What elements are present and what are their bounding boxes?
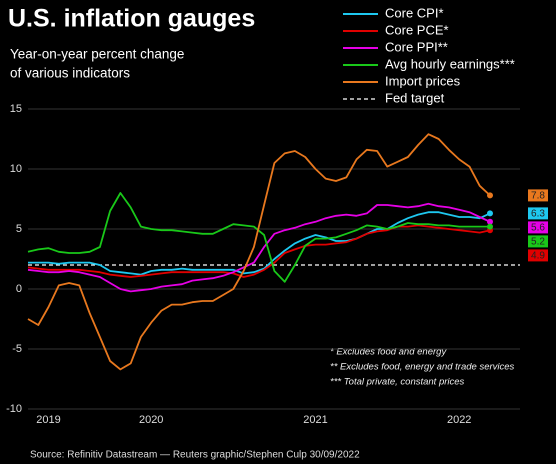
series-line (27, 133, 491, 371)
legend-label: Core PCE* (385, 22, 449, 37)
subtitle: of various indicators (10, 66, 130, 81)
series-line (27, 192, 490, 283)
end-dot (487, 218, 493, 225)
y-tick-label: 10 (10, 163, 22, 175)
end-label-box (528, 189, 548, 202)
x-tick-label: 2019 (36, 414, 60, 426)
legend-label: Core PPI** (385, 39, 448, 54)
end-label: 5.2 (531, 237, 545, 248)
legend-label: Import prices (385, 73, 461, 88)
note: ** Excludes food, energy and trade servi… (330, 362, 515, 373)
legend-label: Core CPI* (385, 5, 444, 20)
chart-title: U.S. inflation gauges (8, 5, 255, 33)
end-label: 6.3 (531, 209, 545, 220)
end-label: 5.6 (531, 223, 545, 234)
end-dot (487, 223, 493, 230)
x-tick-label: 2022 (447, 414, 471, 426)
y-tick-label: 5 (16, 223, 22, 235)
y-tick-label: -10 (6, 403, 22, 415)
subtitle: Year-on-year percent change (10, 47, 184, 62)
series-line (28, 211, 491, 276)
end-label-box (528, 249, 548, 262)
note: *** Total private, constant prices (330, 377, 465, 388)
note: * Excludes food and energy (330, 347, 447, 358)
end-label-box (528, 207, 548, 220)
y-tick-label: 15 (10, 103, 22, 115)
legend-label: Avg hourly earnings*** (385, 56, 515, 71)
source: Source: Refinitiv Datastream — Reuters g… (30, 450, 360, 461)
legend-label: Fed target (385, 90, 445, 105)
y-tick-label: 0 (16, 283, 22, 295)
series-line (27, 224, 491, 278)
end-label-box (528, 221, 548, 234)
end-label: 4.9 (531, 251, 545, 262)
end-label-box (528, 235, 548, 248)
end-label: 7.8 (531, 191, 545, 202)
x-tick-label: 2021 (303, 414, 327, 426)
y-tick-label: -5 (12, 343, 22, 355)
series-line (27, 202, 491, 293)
x-tick-label: 2020 (139, 414, 163, 426)
end-dot (487, 210, 493, 217)
end-dot (487, 192, 493, 199)
